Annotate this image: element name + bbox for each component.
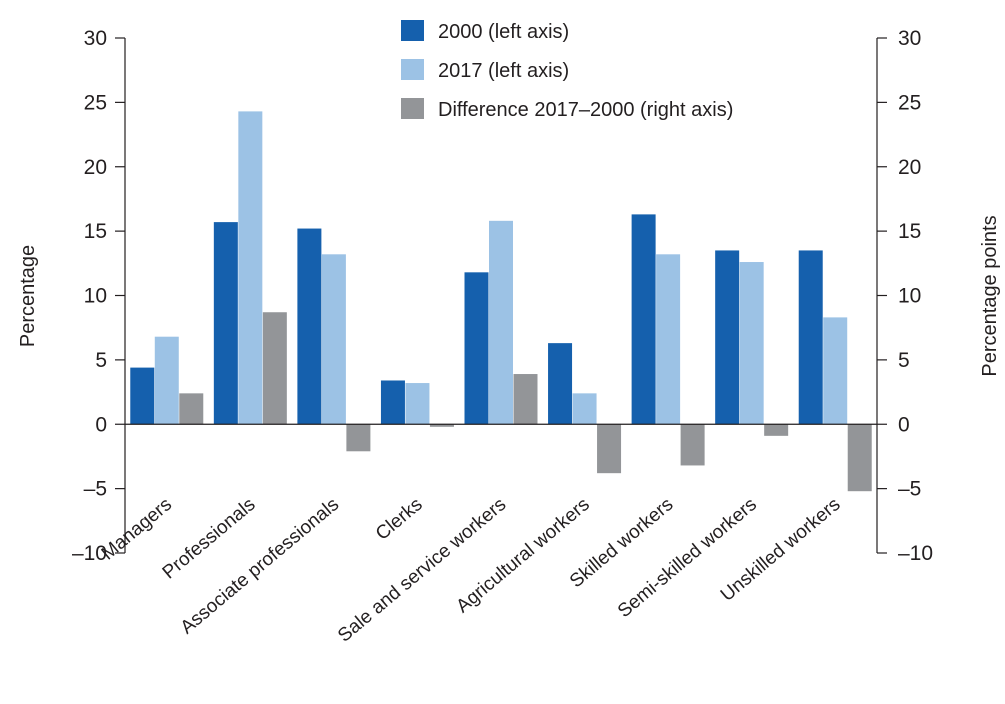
bar — [631, 214, 656, 425]
bar — [548, 343, 573, 425]
bar — [823, 317, 848, 425]
bar — [297, 228, 322, 425]
bar — [262, 312, 287, 425]
y-tick-label-left: 30 — [84, 27, 107, 50]
y-tick-label-left: 5 — [95, 349, 107, 372]
y-tick-label-right: 10 — [898, 285, 921, 308]
bar — [238, 111, 263, 425]
bar — [321, 254, 346, 425]
y-tick-label-left: –10 — [72, 542, 107, 565]
y-tick-label-left: –5 — [84, 478, 107, 501]
legend-swatch — [401, 20, 424, 41]
bar — [739, 262, 764, 425]
bar — [513, 374, 538, 425]
bar — [798, 250, 823, 425]
right-axis: 30 25 20 15 10 5 0 –5 –10 — [876, 27, 933, 565]
bar — [847, 424, 872, 492]
y-tick-label-right: 0 — [898, 413, 910, 436]
legend-label: 2017 (left axis) — [438, 60, 569, 82]
bar — [656, 254, 681, 425]
y-axis-left-title: Percentage — [17, 245, 39, 347]
y-tick-label-left: 10 — [84, 285, 107, 308]
y-tick-label-right: 5 — [898, 349, 910, 372]
y-tick-label-right: 15 — [898, 220, 921, 243]
legend-label: 2000 (left axis) — [438, 21, 569, 43]
y-tick-label-left: 20 — [84, 156, 107, 179]
legend: 2000 (left axis) 2017 (left axis) Differen… — [401, 20, 733, 121]
bar — [380, 380, 405, 425]
y-tick-label-right: 25 — [898, 91, 921, 114]
bar — [179, 393, 204, 425]
legend-swatch — [401, 98, 424, 119]
y-tick-label-right: –5 — [898, 478, 921, 501]
bar — [715, 250, 740, 425]
bars — [130, 111, 872, 492]
bar — [346, 424, 371, 452]
bar — [572, 393, 597, 425]
category-label: Associate professionals — [177, 494, 343, 638]
category-label: Managers — [98, 494, 176, 564]
legend-label: Difference 2017–2000 (right axis) — [438, 99, 733, 121]
y-tick-label-left: 15 — [84, 220, 107, 243]
legend-swatch — [401, 59, 424, 80]
y-tick-label-right: 20 — [898, 156, 921, 179]
y-tick-label-right: 30 — [898, 27, 921, 50]
bar — [464, 272, 489, 425]
bar — [489, 220, 513, 425]
category-label: Semi-skilled workers — [614, 494, 761, 622]
y-tick-label-right: –10 — [898, 542, 933, 565]
y-tick-label-left: 0 — [95, 413, 107, 436]
y-axis-right-title: Percentage points — [979, 215, 1001, 376]
left-axis: 30 25 20 15 10 5 0 –5 –10 — [72, 27, 126, 565]
bar — [764, 424, 789, 436]
category-label: Sale and service workers — [334, 494, 510, 647]
bar — [130, 367, 155, 425]
bar — [213, 222, 238, 425]
category-label: Clerks — [372, 494, 427, 545]
y-tick-label-left: 25 — [84, 91, 107, 114]
bar — [597, 424, 622, 474]
bar — [405, 383, 430, 425]
bar — [429, 424, 454, 427]
bar — [680, 424, 705, 466]
bar — [154, 336, 179, 425]
